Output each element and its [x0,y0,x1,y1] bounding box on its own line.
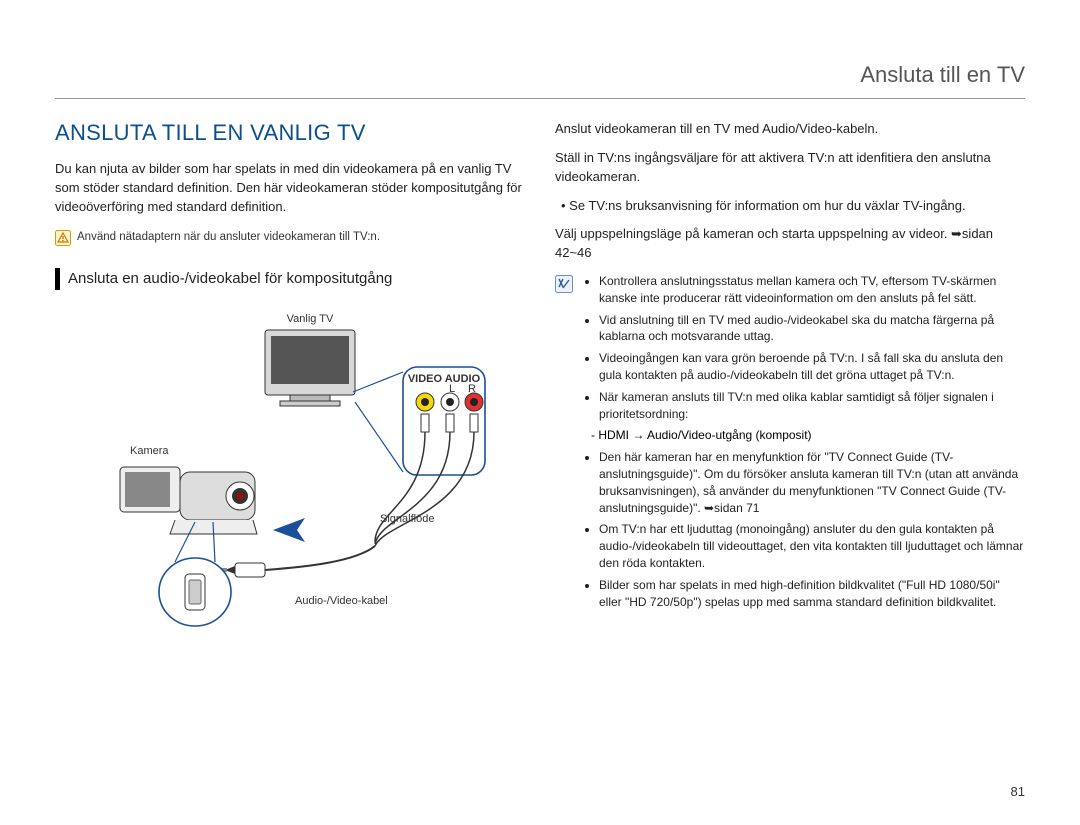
camera-port-icon [159,558,231,626]
list-item: När kameran ansluts till TV:n med olika … [599,389,1025,423]
signal-arrow-icon [273,518,305,542]
list-item: Om TV:n har ett ljuduttag (monoingång) a… [599,521,1025,571]
tv-label: Vanlig TV [287,313,334,325]
tv-icon [265,330,355,406]
warning-icon [55,230,71,246]
list-item: Videoingången kan vara grön beroende på … [599,350,1025,384]
left-column: ANSLUTA TILL EN VANLIG TV Du kan njuta a… [55,120,525,795]
note-icon [555,275,573,293]
subsection-header: Ansluta en audio-/videokabel för komposi… [55,268,525,290]
list-item: Den här kameran har en menyfunktion för … [599,449,1025,516]
content-columns: ANSLUTA TILL EN VANLIG TV Du kan njuta a… [55,120,1025,795]
list-item: Kontrollera anslutningsstatus mellan kam… [599,273,1025,307]
info-list: Kontrollera anslutningsstatus mellan kam… [581,273,1025,615]
note-row: Använd nätadaptern när du ansluter video… [55,229,525,246]
right-p2a: Ställ in TV:ns ingångsväljare för att ak… [555,149,1025,187]
info-block: Kontrollera anslutningsstatus mellan kam… [555,273,1025,615]
section-title: ANSLUTA TILL EN VANLIG TV [55,120,525,146]
cable-label: Audio-/Video-kabel [295,595,388,607]
subsection-bar [55,268,60,290]
list-item: Bilder som har spelats in med high-defin… [599,577,1025,611]
list-item: Vid anslutning till en TV med audio-/vid… [599,312,1025,346]
camera-label: Kamera [130,445,169,457]
right-p3: Välj uppspelningsläge på kameran och sta… [555,225,1025,263]
right-p1: Anslut videokameran till en TV med Audio… [555,120,1025,139]
page-header: Ansluta till en TV [55,62,1025,99]
right-column: Anslut videokameran till en TV med Audio… [555,120,1025,795]
signal-label: Signalflöde [380,513,434,525]
mini-plug-icon [221,563,265,577]
connection-diagram: Vanlig TV VIDEO AUDIO L R [55,302,525,662]
header-title: Ansluta till en TV [860,62,1025,98]
list-sub-item: - HDMI → Audio/Video-utgång (komposit) [591,427,1025,444]
note-text: Använd nätadaptern när du ansluter video… [77,229,380,245]
intro-text: Du kan njuta av bilder som har spelats i… [55,160,525,217]
subsection-title: Ansluta en audio-/videokabel för komposi… [68,270,392,287]
camcorder-icon [120,467,257,534]
right-p2b: • Se TV:ns bruksanvisning för informatio… [561,197,1025,216]
page-number: 81 [1011,784,1025,799]
